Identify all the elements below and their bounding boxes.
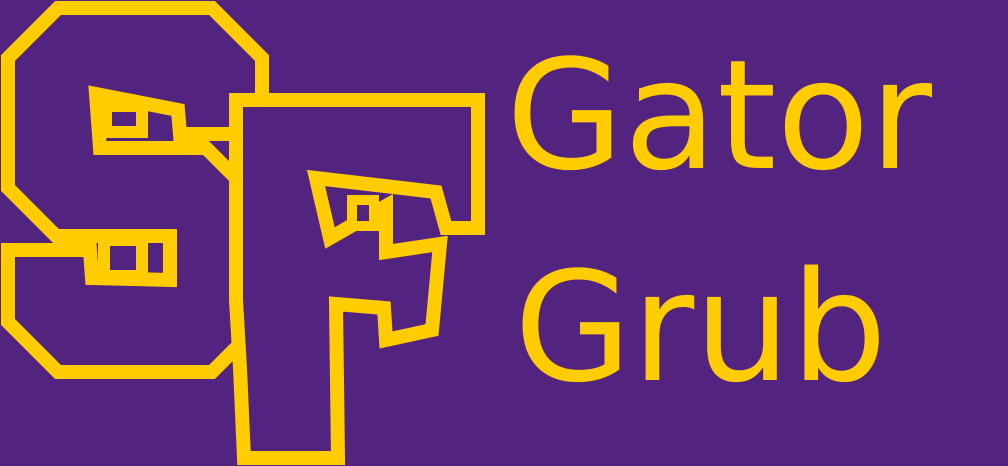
logo-letter-f [229,93,485,465]
sf-logo-icon [1,1,485,465]
logo-letter-s [1,1,269,379]
title-gator: Gator [506,27,933,204]
title-grub: Grub [514,239,888,416]
